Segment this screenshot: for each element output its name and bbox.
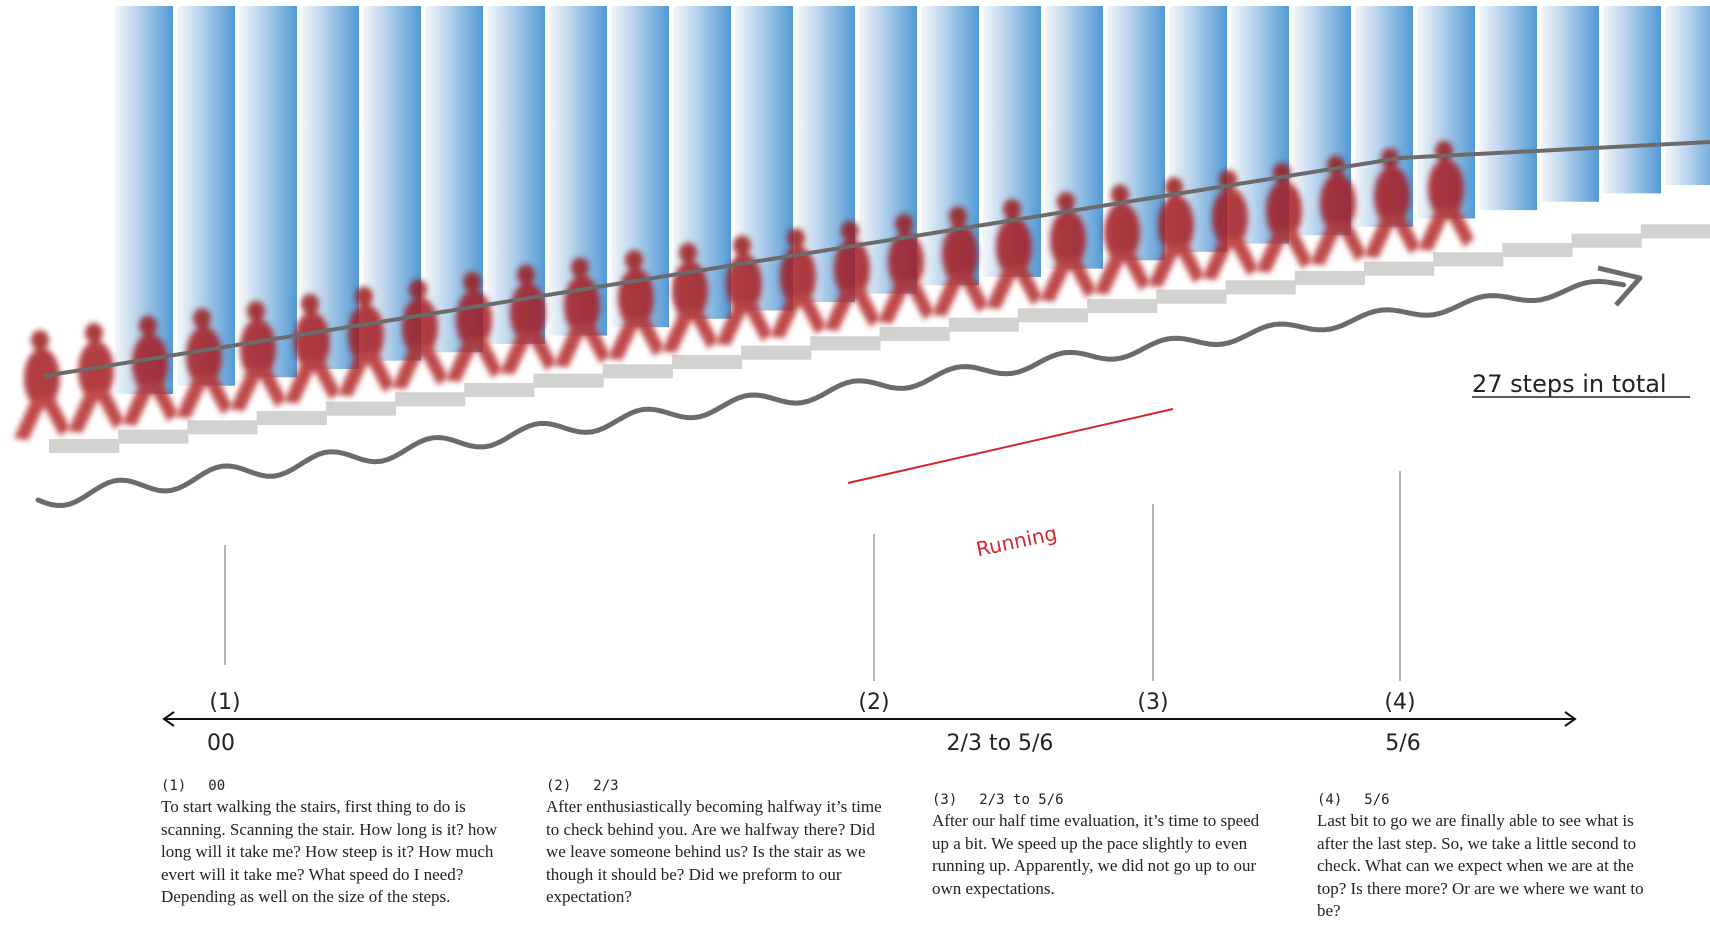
- stair-step: [49, 439, 119, 453]
- description-head: (4) 5/6: [1317, 792, 1662, 808]
- description-text: After enthusiastically becoming halfway …: [546, 796, 891, 909]
- stair-step: [1018, 308, 1088, 322]
- stair-step: [118, 430, 188, 444]
- steps-annotation: 27 steps in total: [1472, 370, 1667, 398]
- stair-step: [672, 355, 742, 369]
- sky-strip: [239, 6, 297, 377]
- stair-step: [1364, 262, 1434, 276]
- sky-strip: [1541, 6, 1599, 202]
- description-head: (1) 00: [161, 778, 506, 794]
- stair-step: [880, 327, 950, 341]
- description-text: To start walking the stairs, first thing…: [161, 796, 506, 909]
- description-number: (4): [1317, 792, 1342, 808]
- stair-step: [1226, 280, 1296, 294]
- description-tag: 2/3: [593, 778, 618, 794]
- stair-step: [949, 318, 1019, 332]
- timeline-label: 00: [207, 731, 235, 756]
- description-text: Last bit to go we are finally able to se…: [1317, 810, 1662, 923]
- description-number: (1): [161, 778, 186, 794]
- stair-step: [257, 411, 327, 425]
- running-line: [848, 409, 1173, 483]
- sky-strip: [1603, 6, 1661, 193]
- marker-number: (2): [858, 690, 889, 715]
- stair-step: [533, 374, 603, 388]
- description-head: (2) 2/3: [546, 778, 891, 794]
- stair-step: [187, 420, 257, 434]
- walker: [14, 330, 70, 440]
- description: (4) 5/6 Last bit to go we are finally able…: [1317, 792, 1662, 923]
- stair-step: [1433, 252, 1503, 266]
- description-number: (3): [932, 792, 957, 808]
- marker-number: (1): [209, 690, 240, 715]
- stair-step: [1572, 234, 1642, 248]
- stair-step: [603, 364, 673, 378]
- stair-step: [464, 383, 534, 397]
- stair-step: [1156, 290, 1226, 304]
- description: (1) 00 To start walking the stairs, first …: [161, 778, 506, 909]
- timeline-label: 5/6: [1385, 731, 1420, 756]
- description-head: (3) 2/3 to 5/6: [932, 792, 1277, 808]
- stair-step: [395, 392, 465, 406]
- stair-step: [1641, 224, 1710, 238]
- description-tag: 2/3 to 5/6: [979, 792, 1063, 808]
- page: Running 27 steps in total (1) (2) (3) (4) 00…: [0, 0, 1710, 933]
- sky-strip: [1479, 6, 1537, 210]
- description-number: (2): [546, 778, 571, 794]
- stair-step: [326, 402, 396, 416]
- description-text: After our half time evaluation, it’s tim…: [932, 810, 1277, 900]
- description-tag: 5/6: [1364, 792, 1389, 808]
- sky-strip: [1665, 6, 1710, 185]
- stair-step: [1502, 243, 1572, 257]
- running-label: Running: [974, 521, 1059, 562]
- stair-step: [810, 336, 880, 350]
- marker-number: (4): [1384, 690, 1415, 715]
- description-tag: 00: [208, 778, 225, 794]
- marker-number: (3): [1137, 690, 1168, 715]
- stair-step: [741, 346, 811, 360]
- stair-step: [1087, 299, 1157, 313]
- stair-step: [1295, 271, 1365, 285]
- timeline-label: 2/3 to 5/6: [947, 731, 1054, 756]
- description: (3) 2/3 to 5/6 After our half time evaluat…: [932, 792, 1277, 900]
- description: (2) 2/3 After enthusiastically becoming ha…: [546, 778, 891, 909]
